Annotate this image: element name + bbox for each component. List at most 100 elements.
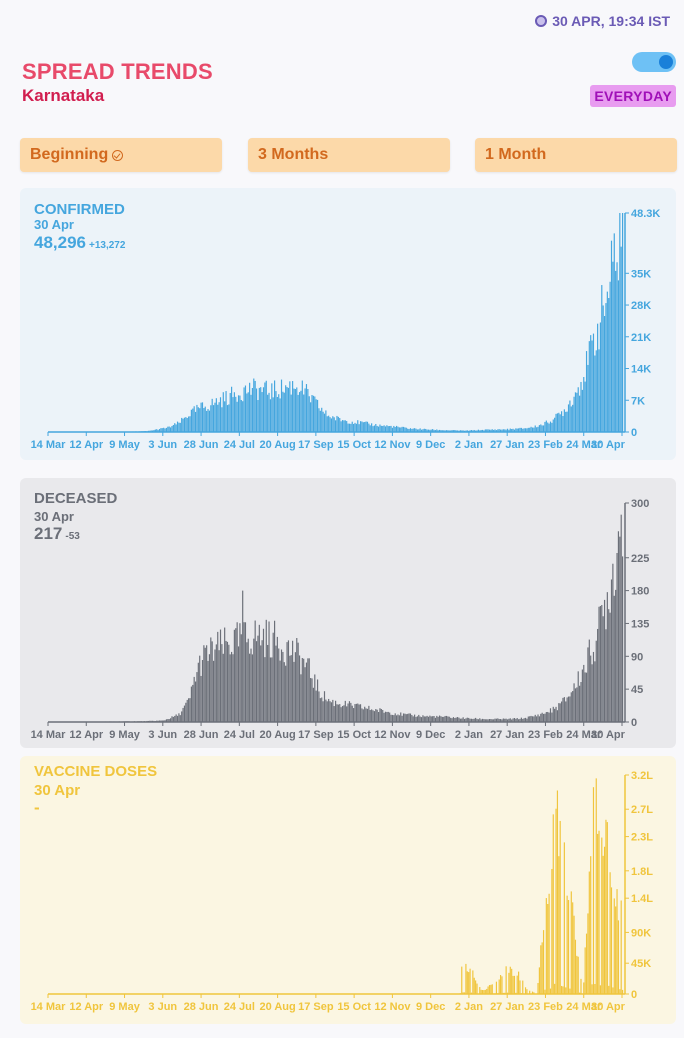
chart-bar xyxy=(228,644,230,722)
chart-bar xyxy=(433,429,435,432)
chart-bar xyxy=(293,388,295,432)
chart-bar xyxy=(359,704,362,722)
x-tick-label: 20 Aug xyxy=(259,1001,295,1013)
chart-bar xyxy=(193,676,195,722)
chart-bar xyxy=(397,714,399,722)
chart-bar xyxy=(459,430,461,432)
chart-bar xyxy=(407,428,409,432)
chart-bar xyxy=(364,706,366,722)
chart-bar xyxy=(555,706,557,722)
chart-bar xyxy=(391,714,394,722)
chart-bar xyxy=(174,715,176,722)
chart-bar xyxy=(556,413,559,432)
chart-bar xyxy=(537,426,539,432)
chart-bar xyxy=(612,987,614,994)
chart-bar xyxy=(469,718,471,722)
confirmed-chart-panel[interactable]: 48.3K 35K 28K 21K 14K 7K 0 14 Mar 12 Apr 9 May 3 J… xyxy=(20,188,676,460)
y-tick-label: 225 xyxy=(631,553,649,565)
chart-bar xyxy=(526,989,528,994)
y-tick-label: 3.2L xyxy=(631,770,653,782)
chart-bar xyxy=(580,381,582,432)
chart-bar xyxy=(394,426,396,432)
chart-bar xyxy=(508,429,510,432)
chart-bar xyxy=(212,405,215,432)
chart-bar xyxy=(262,387,265,432)
chart-bar xyxy=(527,427,529,432)
chart-bar xyxy=(605,303,607,432)
chart-bar xyxy=(579,685,581,722)
y-tick-label: 300 xyxy=(631,498,649,510)
chart-bar xyxy=(318,408,320,432)
chart-bar xyxy=(425,716,427,722)
deceased-chart-panel[interactable]: 300 225 180 135 90 45 0 14 Mar 12 Apr 9 May 3 Jun 2… xyxy=(20,478,676,748)
chart-bar xyxy=(229,392,231,432)
chart-bar xyxy=(563,697,565,722)
chart-bar xyxy=(151,430,154,432)
chart-bar xyxy=(559,703,561,722)
chart-bar xyxy=(605,629,607,722)
chart-bar xyxy=(336,704,338,722)
chart-bar xyxy=(451,430,453,432)
chart-bar xyxy=(554,983,556,994)
tab-beginning[interactable]: Beginning xyxy=(20,138,222,172)
chart-bar xyxy=(292,640,294,722)
chart-bar xyxy=(512,975,514,994)
tab-1-month[interactable]: 1 Month xyxy=(475,138,677,172)
chart-bar xyxy=(398,427,400,432)
x-tick-label: 3 Jun xyxy=(148,439,177,451)
chart-bar xyxy=(323,413,326,432)
chart-bar xyxy=(608,609,610,722)
chart-bar xyxy=(501,976,503,994)
chart-bar xyxy=(518,719,520,722)
chart-bar xyxy=(339,418,341,432)
chart-bar xyxy=(477,719,479,722)
chart-bar xyxy=(529,427,531,432)
chart-bar xyxy=(304,667,306,722)
chart-bar xyxy=(447,430,449,432)
scale-toggle[interactable] xyxy=(632,52,676,72)
chart-bar xyxy=(268,392,270,432)
chart-bar xyxy=(425,428,427,432)
chart-bar xyxy=(315,399,317,432)
chart-bar xyxy=(194,411,197,432)
x-tick-label: 9 Dec xyxy=(416,729,445,741)
everyday-badge[interactable]: EVERYDAY xyxy=(590,85,676,107)
chart-bar xyxy=(197,407,199,432)
chart-bar xyxy=(289,381,291,432)
chart-bar xyxy=(592,787,595,994)
chart-bar xyxy=(160,428,162,432)
chart-bar xyxy=(201,660,204,722)
chart-bar xyxy=(246,642,248,722)
chart-bar xyxy=(408,713,410,722)
chart-bar xyxy=(461,966,463,994)
chart-bar xyxy=(487,429,489,432)
chart-bar xyxy=(555,413,557,432)
chart-bar xyxy=(438,715,441,722)
chart-bar xyxy=(603,846,606,994)
chart-bar xyxy=(316,679,319,722)
chart-bar xyxy=(341,420,344,432)
chart-bar xyxy=(599,322,601,432)
chart-bar xyxy=(283,662,285,722)
chart-bar xyxy=(412,428,414,432)
vaccine-chart-panel[interactable]: 3.2L 2.7L 2.3L 1.8L 1.4L 90K 45K 0 14 Mar 12 Apr 9… xyxy=(20,756,676,1024)
chart-bar xyxy=(228,404,230,432)
x-tick-label: 15 Oct xyxy=(337,1001,371,1013)
chart-bar xyxy=(337,416,339,432)
chart-bar xyxy=(343,420,345,432)
chart-bar xyxy=(204,406,206,432)
chart-bar xyxy=(211,398,213,432)
chart-bar xyxy=(382,425,384,432)
chart-bar xyxy=(515,428,517,432)
chart-bar xyxy=(484,989,486,994)
chart-bar xyxy=(346,706,348,722)
chart-bar xyxy=(361,421,363,432)
chart-bar xyxy=(335,700,337,722)
chart-bar xyxy=(325,410,327,432)
chart-bar xyxy=(400,427,402,432)
chart-bar xyxy=(501,429,503,432)
tab-3-months[interactable]: 3 Months xyxy=(248,138,450,172)
chart-bar xyxy=(556,790,559,994)
chart-bar xyxy=(488,429,491,432)
chart-bar xyxy=(599,606,601,722)
